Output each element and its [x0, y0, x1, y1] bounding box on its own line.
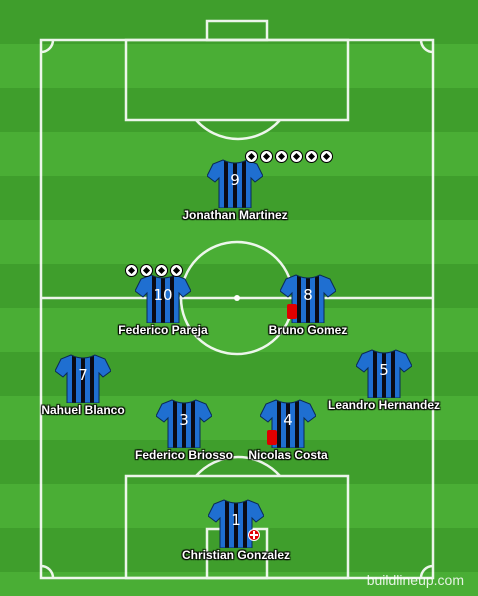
player-name: Federico Pareja [118, 323, 208, 337]
soccer-ball-icon [320, 150, 333, 163]
soccer-ball-icon [260, 150, 273, 163]
player-1[interactable]: 1 Christian Gonzalez [166, 498, 306, 578]
top-goal [205, 19, 269, 42]
goals-indicator [245, 150, 333, 163]
player-9[interactable]: 9 Jonathan Martinez [165, 150, 333, 238]
player-name: Christian Gonzalez [181, 548, 291, 562]
soccer-ball-icon [170, 264, 183, 277]
player-name: Bruno Gomez [268, 323, 348, 337]
player-3[interactable]: 3 Federico Briosso [114, 398, 254, 478]
jersey-icon [156, 399, 212, 448]
corner-arc-tl [40, 39, 55, 54]
soccer-ball-icon [155, 264, 168, 277]
center-spot [234, 295, 240, 301]
jersey-icon [207, 159, 263, 208]
medical-cross-icon [248, 529, 260, 541]
player-name: Nahuel Blanco [41, 403, 125, 417]
soccer-ball-icon [125, 264, 138, 277]
soccer-ball-icon [305, 150, 318, 163]
player-7[interactable]: 7 Nahuel Blanco [13, 353, 153, 433]
player-5[interactable]: 5 Leandro Hernandez [314, 348, 454, 428]
player-name: Federico Briosso [134, 448, 234, 462]
jersey-icon [208, 499, 264, 548]
player-4[interactable]: 4 Nicolas Costa [218, 398, 358, 478]
soccer-ball-icon [290, 150, 303, 163]
red-card-icon [287, 304, 297, 319]
goals-indicator [125, 264, 183, 277]
jersey-icon [55, 354, 111, 403]
player-name: Jonathan Martinez [182, 208, 288, 222]
soccer-ball-icon [275, 150, 288, 163]
player-10[interactable]: 10 Federico Pareja [93, 264, 233, 353]
watermark: buildlineup.com [366, 572, 464, 588]
red-card-icon [267, 430, 277, 445]
bottom-penalty-arc [195, 455, 281, 477]
top-penalty-area [124, 38, 350, 122]
jersey-icon [356, 349, 412, 398]
jersey-icon [135, 274, 191, 323]
soccer-ball-icon [245, 150, 258, 163]
player-name: Nicolas Costa [248, 448, 328, 462]
corner-arc-tr [419, 39, 434, 54]
corner-arc-bl [40, 564, 55, 579]
top-penalty-arc [195, 119, 281, 141]
player-8[interactable]: 8 Bruno Gomez [238, 273, 378, 353]
soccer-ball-icon [140, 264, 153, 277]
player-name: Leandro Hernandez [327, 398, 441, 412]
corner-arc-br [419, 564, 434, 579]
